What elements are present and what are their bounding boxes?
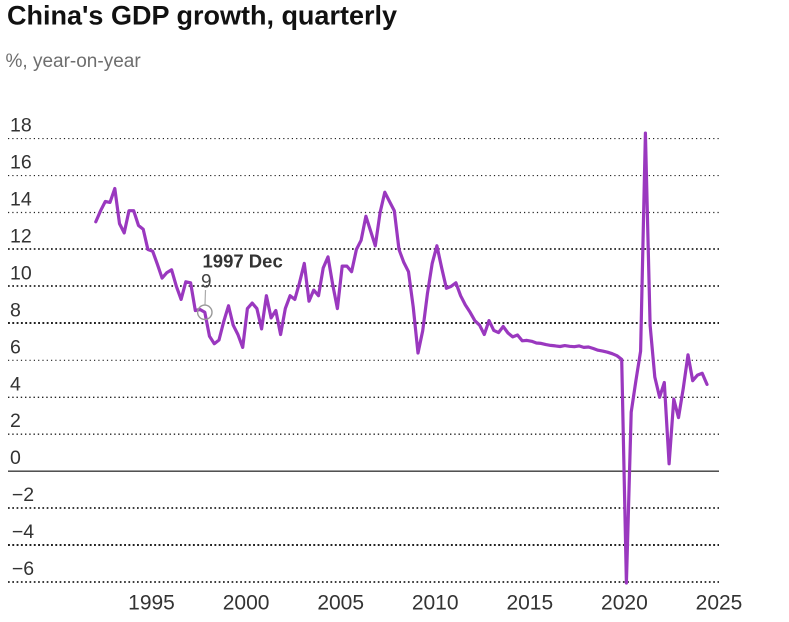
- svg-text:4: 4: [10, 373, 21, 395]
- svg-text:%, year-on-year: %, year-on-year: [6, 51, 142, 72]
- svg-text:0: 0: [10, 447, 21, 469]
- svg-text:2015: 2015: [506, 592, 553, 615]
- svg-text:2005: 2005: [317, 592, 364, 615]
- svg-text:12: 12: [10, 226, 32, 248]
- svg-text:2010: 2010: [412, 592, 459, 615]
- svg-text:18: 18: [10, 115, 32, 137]
- svg-text:10: 10: [10, 262, 32, 284]
- svg-text:2000: 2000: [223, 592, 270, 615]
- svg-text:1995: 1995: [128, 592, 175, 615]
- svg-text:1997 Dec: 1997 Dec: [203, 251, 283, 272]
- svg-text:2: 2: [10, 410, 21, 432]
- svg-text:−4: −4: [12, 521, 34, 543]
- svg-text:2025: 2025: [696, 592, 743, 615]
- svg-text:8: 8: [10, 299, 21, 321]
- svg-text:6: 6: [10, 336, 21, 358]
- svg-text:9: 9: [201, 272, 212, 293]
- svg-text:−6: −6: [12, 558, 34, 580]
- svg-text:14: 14: [10, 189, 32, 211]
- svg-text:2020: 2020: [601, 592, 648, 615]
- svg-text:−2: −2: [12, 484, 34, 506]
- svg-text:16: 16: [10, 152, 32, 174]
- svg-text:China's GDP growth, quarterly: China's GDP growth, quarterly: [7, 1, 397, 31]
